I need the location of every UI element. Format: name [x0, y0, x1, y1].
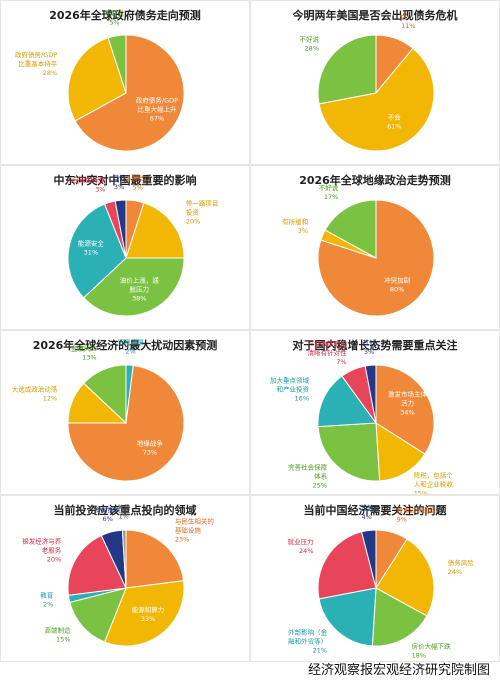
- slice-label: 不好说 5%: [105, 8, 125, 26]
- slice-label: 房价大幅下跌 18%: [412, 641, 452, 659]
- slice-label: 政府债务/GDP 比重大幅上升 67%: [136, 95, 178, 122]
- pie-slice: [67, 534, 127, 596]
- slice-label: 其他 3%: [113, 173, 127, 191]
- slice-label: 教育 2%: [40, 590, 54, 608]
- pie-chart-svg: 政府债务/GDP 比重大幅上升 67% 政府债务/GDP 比重基本持平 28% 不好说 5%: [15, 8, 185, 152]
- pie-chart-svg: 外贸出口 5% 带一路项目投资 20% 油价上涨，通胀压力 38% 能源安全 31% 人民币国际…: [66, 173, 219, 317]
- chart-title: 当前投资应该重点投向的领域: [53, 504, 197, 517]
- slice-label: 贸易摩擦 2%: [118, 338, 145, 356]
- slice-label: 就业压力 24%: [288, 537, 314, 555]
- pie-chart-svg: 贸易摩擦 2% 地缘战争 73% 大选或政治动荡 12% 金融风险 13%: [12, 338, 185, 482]
- slice-label: 冲突加剧 80%: [384, 276, 410, 294]
- slice-label: 银发经济与养老服务 20%: [22, 536, 62, 563]
- chart-panel-3: 中东冲突对中国最重要的影响 外贸出口 5% 带一路项目投资 20% 油价上涨，通胀压力 3…: [0, 165, 250, 330]
- chart-panel-4: 2026年全球地缘政治走势预测 冲突加剧 80% 有所缓和 3% 不好说 17%: [250, 165, 500, 330]
- pie-slice: [375, 538, 435, 617]
- pie-slice: [324, 199, 377, 259]
- pie-slice: [125, 202, 185, 259]
- slice-label: 高端制造 15%: [45, 625, 72, 643]
- slice-label: 股市过快回调 9%: [397, 505, 436, 523]
- pie-slice: [69, 587, 127, 643]
- slice-label: 会 11%: [401, 12, 415, 30]
- slice-label: 金融风险 13%: [71, 344, 98, 362]
- pie-slice: [317, 531, 377, 600]
- chart-grid: 2026年全球政府债务走向预测 政府债务/GDP 比重大幅上升 67% 政府债务/GD…: [0, 0, 500, 662]
- chart-panel-2: 今明两年美国是否会出现债务危机 会 11% 不会 61% 不好说 28%: [250, 0, 500, 165]
- pie-slice: [104, 580, 185, 647]
- slice-label: 降税，包括个人和企业税收 15%: [414, 471, 454, 495]
- pie-slice: [317, 34, 377, 105]
- slice-label: 能源和算力 33%: [132, 605, 165, 623]
- pie-slice: [318, 587, 377, 647]
- slice-label: 外贸出口 5%: [125, 173, 151, 191]
- pie-chart-svg: 会 11% 不会 61% 不好说 28%: [300, 12, 435, 152]
- pie-chart-svg: 与民生相关的基础设施 23% 能源和算力 33% 高端制造 15% 教育 2% 银发经济与养老服…: [22, 503, 215, 647]
- slice-label: 其他 1%: [117, 503, 131, 521]
- chart-title: 中东冲突对中国最重要的影响: [53, 174, 197, 187]
- footer-credit: 经济观察报宏观经济研究院制图: [307, 663, 490, 678]
- chart-panel-7: 当前投资应该重点投向的领域 与民生相关的基础设施 23% 能源和算力 33% 高端制造 1…: [0, 495, 250, 662]
- pie-slice: [67, 203, 127, 299]
- pie-slice: [317, 199, 435, 317]
- chart-title: 2026年全球地缘政治走势预测: [299, 174, 451, 187]
- pie-slice: [67, 37, 127, 122]
- slice-label: 油价上涨，通胀压力 38%: [120, 275, 160, 302]
- chart-title: 2026年全球经济的最大扰动因素预测: [32, 339, 218, 352]
- slice-label: 产业政策更加清晰有针对性 7%: [308, 339, 348, 366]
- chart-title: 当前中国经济需要关注的问题: [303, 504, 447, 517]
- slice-label: 与民生相关的基础设施 23%: [175, 517, 215, 544]
- slice-label: 有所缓和 3%: [282, 217, 308, 235]
- pie-slice: [317, 375, 377, 428]
- slice-label: 不会 61%: [387, 113, 401, 131]
- slice-label: 大选或政治动荡 12%: [12, 384, 58, 402]
- slice-label: 完善社会保障体系 25%: [288, 463, 328, 490]
- pie-chart-svg: 股市过快回调 9% 债务风险 24% 房价大幅下跌 18% 外部影响（金融和外贸等） 21% 就…: [288, 503, 475, 659]
- slice-label: 带一路项目投资 20%: [186, 199, 219, 226]
- chart-panel-5: 2026年全球经济的最大扰动因素预测 贸易摩擦 2% 地缘战争 73% 大选或政治动荡 1…: [0, 330, 250, 495]
- slice-label: 乡村振兴 6%: [95, 505, 122, 523]
- pie-slice: [114, 199, 127, 259]
- pie-slice: [107, 34, 127, 94]
- pie-slice: [360, 529, 377, 589]
- pie-slice: [83, 364, 127, 425]
- chart-title: 对于国内稳增长态势需要重点关注: [292, 339, 458, 352]
- slice-label: 其他 3%: [363, 338, 377, 356]
- slice-label: 加大重点领域和产业投资 16%: [270, 376, 310, 403]
- chart-panel-8: 当前中国经济需要关注的问题 股市过快回调 9% 债务风险 24% 房价大幅下跌 18% 外部…: [250, 495, 500, 662]
- pie-slice: [121, 529, 127, 589]
- chart-title: 2026年全球政府债务走向预测: [49, 9, 201, 22]
- pie-slice: [375, 422, 426, 482]
- pie-slice: [371, 587, 428, 647]
- pie-slice: [125, 529, 185, 589]
- pie-slice: [318, 47, 435, 152]
- slice-label: 不好说 28%: [300, 34, 320, 52]
- slice-label: 债务风险 24%: [448, 558, 475, 576]
- pie-slice: [83, 257, 185, 317]
- slice-label: 激发市场主体活力 34%: [388, 390, 428, 417]
- slice-label: 地缘战争 73%: [137, 439, 164, 457]
- slice-label: 人民币国际化 3%: [66, 175, 106, 193]
- chart-panel-6: 对于国内稳增长态势需要重点关注 激发市场主体活力 34% 降税，包括个人和企业税收 1…: [250, 330, 500, 495]
- pie-slice: [364, 364, 377, 424]
- slice-label: 能源安全 31%: [78, 239, 105, 257]
- pie-chart-svg: 激发市场主体活力 34% 降税，包括个人和企业税收 15% 完善社会保障体系 25% 加大重…: [270, 338, 454, 495]
- pie-slice: [74, 34, 185, 152]
- chart-panel-1: 2026年全球政府债务走向预测 政府债务/GDP 比重大幅上升 67% 政府债务/GD…: [0, 0, 250, 165]
- pie-chart-svg: 冲突加剧 80% 有所缓和 3% 不好说 17%: [282, 183, 435, 317]
- slice-label: 其他 4%: [360, 503, 374, 521]
- slice-label: 政府债务/GDP 比重基本持平 28%: [15, 50, 58, 77]
- slice-label: 不好说 17%: [319, 183, 339, 201]
- chart-title: 今明两年美国是否会出现债务危机: [292, 9, 458, 22]
- slice-label: 外部影响（金融和外贸等） 21%: [288, 628, 328, 655]
- pie-slice: [317, 422, 381, 482]
